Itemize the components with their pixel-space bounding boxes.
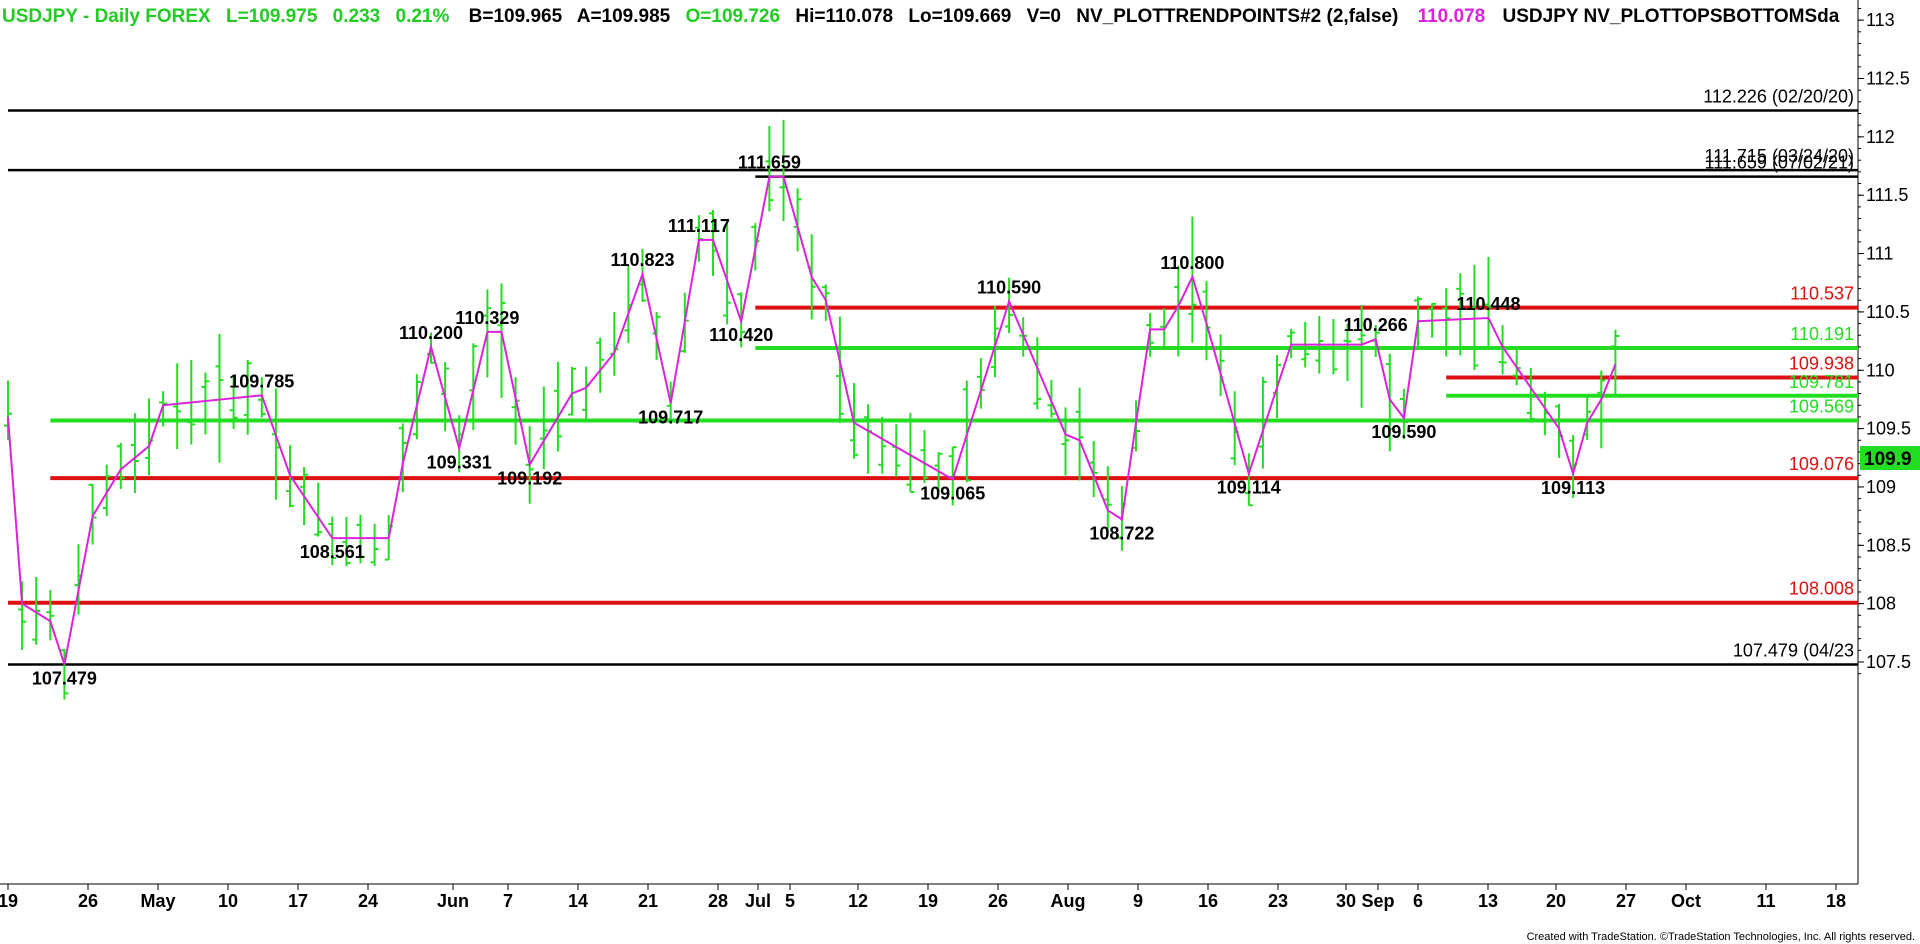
study-value-trendpoints: 110.078 (1418, 6, 1486, 27)
price-axis[interactable]: 107.5 108 108.5 109 109.5 110 110.5 111 111.5 112… (1858, 7, 1911, 675)
date-label: 17 (288, 891, 308, 911)
study-name-topsbottoms: USDJPY NV_PLOTTOPSBOTTOMSda (1503, 6, 1840, 27)
level-label: 107.479 (04/23 (1733, 640, 1854, 660)
swing-label: 110.420 (709, 325, 773, 345)
level-label: 109.569 (1789, 397, 1854, 417)
date-label: 20 (1546, 891, 1566, 911)
price-bars (4, 119, 1620, 700)
price-tick-label: 112 (1866, 127, 1895, 147)
price-tick-label: 108 (1866, 594, 1896, 614)
time-axis[interactable]: 19 26 May 10 17 24 Jun 7 14 21 28 Jul 5 12 19 26 Aug 9 16 2… (0, 884, 1846, 911)
swing-label: 109.717 (638, 407, 703, 427)
swing-label: 108.561 (300, 542, 365, 562)
date-label: Sep (1361, 891, 1394, 911)
level-label: 110.537 (1790, 284, 1854, 304)
date-label: 11 (1756, 891, 1775, 911)
level-label: 111.659 (07/02/21) (1705, 153, 1854, 173)
date-label: 19 (0, 891, 18, 911)
price-tick-label: 112.5 (1866, 69, 1910, 89)
swing-label: 110.448 (1456, 294, 1520, 314)
swing-label: 111.117 (668, 216, 730, 236)
swing-label: 110.200 (399, 323, 463, 343)
date-label: Aug (1051, 891, 1086, 911)
open-price: O=109.726 (686, 6, 781, 27)
swing-label: 110.800 (1160, 253, 1224, 273)
volume-value: V=0 (1027, 6, 1061, 27)
date-label: 10 (218, 891, 238, 911)
swing-label: 110.266 (1344, 315, 1408, 335)
date-label: 23 (1268, 891, 1288, 911)
price-tick-label: 107.5 (1866, 652, 1911, 672)
date-label: 21 (638, 891, 658, 911)
swing-label: 109.113 (1541, 478, 1605, 498)
ask-price: A=109.985 (577, 6, 671, 27)
date-label: 26 (988, 891, 1008, 911)
current-price-tag: 109.9 (1860, 446, 1920, 470)
date-label: 30 (1336, 891, 1356, 911)
bid-price: B=109.965 (469, 6, 563, 27)
symbol-label: USDJPY - Daily FOREX (2, 6, 211, 27)
low-price: Lo=109.669 (908, 6, 1011, 27)
date-label: Jul (745, 891, 771, 911)
swing-trend-line (7, 175, 1617, 665)
level-label: 112.226 (02/20/20) (1703, 86, 1854, 106)
level-label: 109.781 (1789, 372, 1854, 392)
swing-label: 107.479 (32, 668, 97, 688)
price-tick-label: 113 (1866, 10, 1895, 30)
price-tick-label: 110.5 (1866, 302, 1910, 322)
swing-label: 110.823 (610, 250, 674, 270)
date-label: 5 (785, 891, 795, 911)
level-label: 110.191 (1790, 324, 1854, 344)
date-label: Jun (437, 891, 469, 911)
date-label: Oct (1671, 891, 1701, 911)
price-tick-label: 110 (1866, 360, 1895, 380)
date-label: 13 (1478, 891, 1498, 911)
swing-label: 108.722 (1089, 523, 1154, 543)
level-label: 108.008 (1789, 579, 1854, 599)
swing-label: 109.331 (427, 452, 492, 472)
price-tick-label: 109.5 (1866, 419, 1911, 439)
date-label: 9 (1133, 891, 1143, 911)
swing-label: 109.590 (1371, 422, 1436, 442)
swing-label: 109.065 (920, 483, 985, 503)
level-label: 109.938 (1789, 353, 1854, 373)
level-label: 111.715 (03/24/20) (1705, 146, 1854, 166)
date-label: 26 (78, 891, 98, 911)
footer-copyright: Created with TradeStation. ©TradeStation… (1527, 931, 1915, 943)
date-label: 6 (1413, 891, 1423, 911)
level-label: 109.076 (1789, 454, 1854, 474)
swing-point-labels: 107.479 109.785 108.561 110.200 109.331 110.3… (32, 153, 1605, 689)
date-label: 7 (503, 891, 513, 911)
date-label: May (140, 891, 175, 911)
date-label: 14 (568, 891, 588, 911)
study-name-trendpoints: NV_PLOTTRENDPOINTS#2 (2,false) (1076, 6, 1398, 27)
price-tick-label: 109 (1866, 477, 1896, 497)
swing-label: 109.114 (1217, 478, 1281, 498)
date-label: 19 (918, 891, 938, 911)
support-resistance-levels: 112.226 (02/20/20)111.715 (03/24/20)111.… (8, 86, 1858, 666)
current-price-label: 109.9 (1864, 449, 1912, 470)
high-price: Hi=110.078 (795, 6, 893, 27)
chart-header: USDJPY - Daily FOREX L=109.975 0.233 0.2… (2, 6, 1840, 27)
swing-label: 111.659 (738, 153, 801, 173)
swing-label: 110.329 (455, 308, 519, 328)
date-label: 12 (848, 891, 868, 911)
swing-label: 109.192 (497, 469, 562, 489)
price-tick-label: 108.5 (1866, 535, 1911, 555)
date-label: 24 (358, 891, 378, 911)
swing-label: 109.785 (229, 371, 294, 391)
change-percent: 0.21% (396, 6, 450, 27)
change-value: 0.233 (333, 6, 381, 27)
swing-label: 110.590 (977, 277, 1041, 297)
date-label: 27 (1616, 891, 1636, 911)
price-tick-label: 111.5 (1866, 185, 1908, 205)
trend-line (7, 175, 1617, 665)
price-tick-label: 111 (1866, 244, 1893, 264)
date-label: 16 (1198, 891, 1218, 911)
last-price: L=109.975 (226, 6, 318, 27)
date-label: 18 (1826, 891, 1846, 911)
date-label: 28 (708, 891, 728, 911)
